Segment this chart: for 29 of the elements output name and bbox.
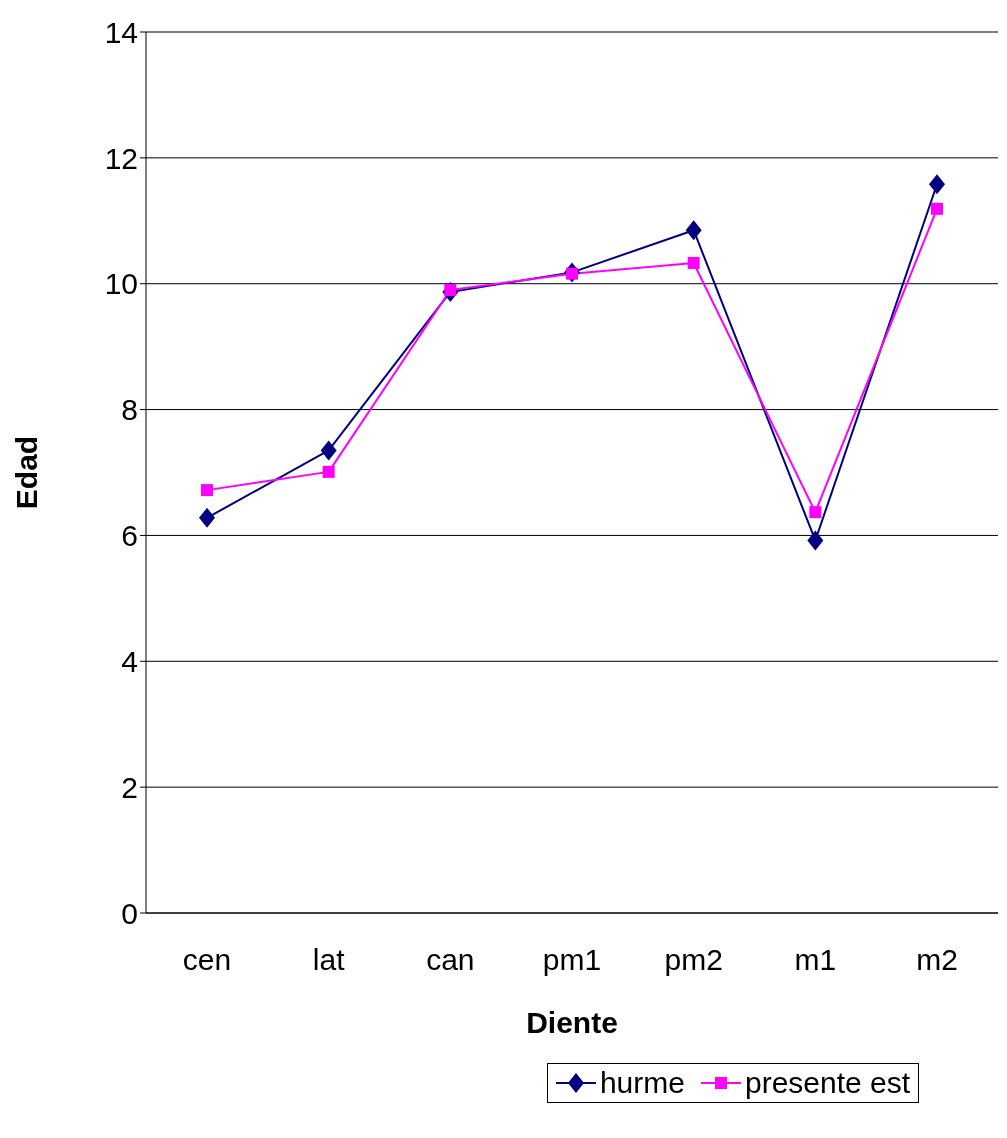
legend-label: presente est (744, 1066, 911, 1100)
point (931, 202, 943, 215)
y-tick-label: 10 (104, 267, 138, 301)
point (322, 465, 335, 478)
y-tick-label: 2 (121, 770, 138, 804)
point (807, 530, 824, 551)
point (199, 507, 215, 528)
y-tick-label: 8 (121, 393, 138, 427)
x-tick-label: lat (312, 943, 346, 977)
point (929, 174, 945, 195)
x-axis-title: Diente (526, 1006, 618, 1039)
point (809, 506, 822, 519)
point (320, 440, 337, 461)
point (685, 220, 702, 241)
y-tick-label: 12 (104, 141, 138, 175)
x-tick-label: m2 (916, 943, 958, 977)
x-tick-label: cen (182, 943, 232, 977)
point (201, 484, 213, 497)
x-tick-label: pm2 (664, 943, 723, 977)
y-tick-label: 0 (121, 896, 138, 930)
legend-label: hurme (599, 1066, 685, 1100)
y-axis-title: Edad (9, 435, 43, 510)
point (687, 256, 700, 269)
x-tick-label: can (426, 943, 475, 977)
y-tick-label: 4 (121, 644, 138, 678)
y-tick-label: 6 (121, 519, 138, 553)
x-tick-label: m1 (794, 943, 837, 977)
x-tick-label: pm1 (542, 943, 602, 977)
y-tick-label: 14 (104, 15, 138, 49)
